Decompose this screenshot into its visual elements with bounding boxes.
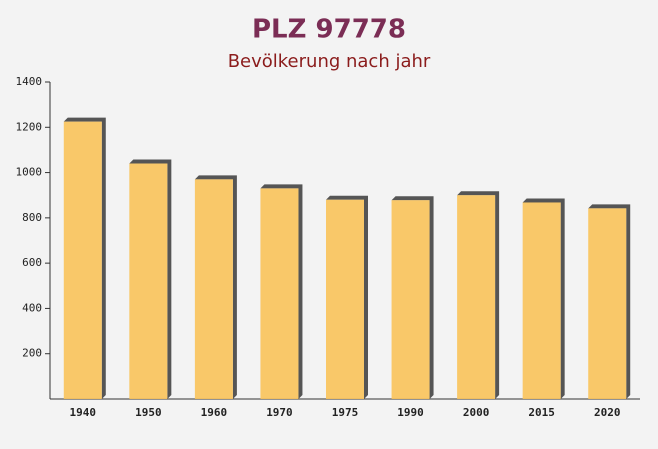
x-tick-label: 1970 — [266, 406, 293, 419]
y-tick-label: 200 — [22, 347, 42, 360]
bar — [129, 163, 168, 399]
y-tick-label: 1200 — [16, 120, 43, 133]
bar — [457, 195, 496, 399]
x-tick-label: 1950 — [135, 406, 162, 419]
x-tick-label: 1990 — [397, 406, 424, 419]
y-tick-label: 400 — [22, 301, 42, 314]
bar — [522, 202, 561, 399]
y-tick-label: 800 — [22, 211, 42, 224]
chart-subtitle: Bevölkerung nach jahr — [228, 51, 431, 72]
bar — [588, 208, 627, 399]
bar — [260, 188, 299, 399]
x-tick-label: 1960 — [201, 406, 228, 419]
x-tick-label: 1940 — [70, 406, 97, 419]
chart-title: PLZ 97778 — [252, 15, 406, 45]
y-tick-label: 600 — [22, 256, 42, 269]
bar — [63, 121, 102, 399]
x-tick-label: 2015 — [528, 406, 555, 419]
bar — [326, 199, 364, 399]
y-tick-label: 1000 — [16, 166, 43, 179]
x-tick-label: 1975 — [332, 406, 359, 419]
bar — [194, 179, 233, 399]
x-tick-label: 2000 — [463, 406, 490, 419]
y-tick-label: 1400 — [16, 75, 43, 88]
x-tick-label: 2020 — [594, 406, 621, 419]
bar — [391, 200, 430, 399]
